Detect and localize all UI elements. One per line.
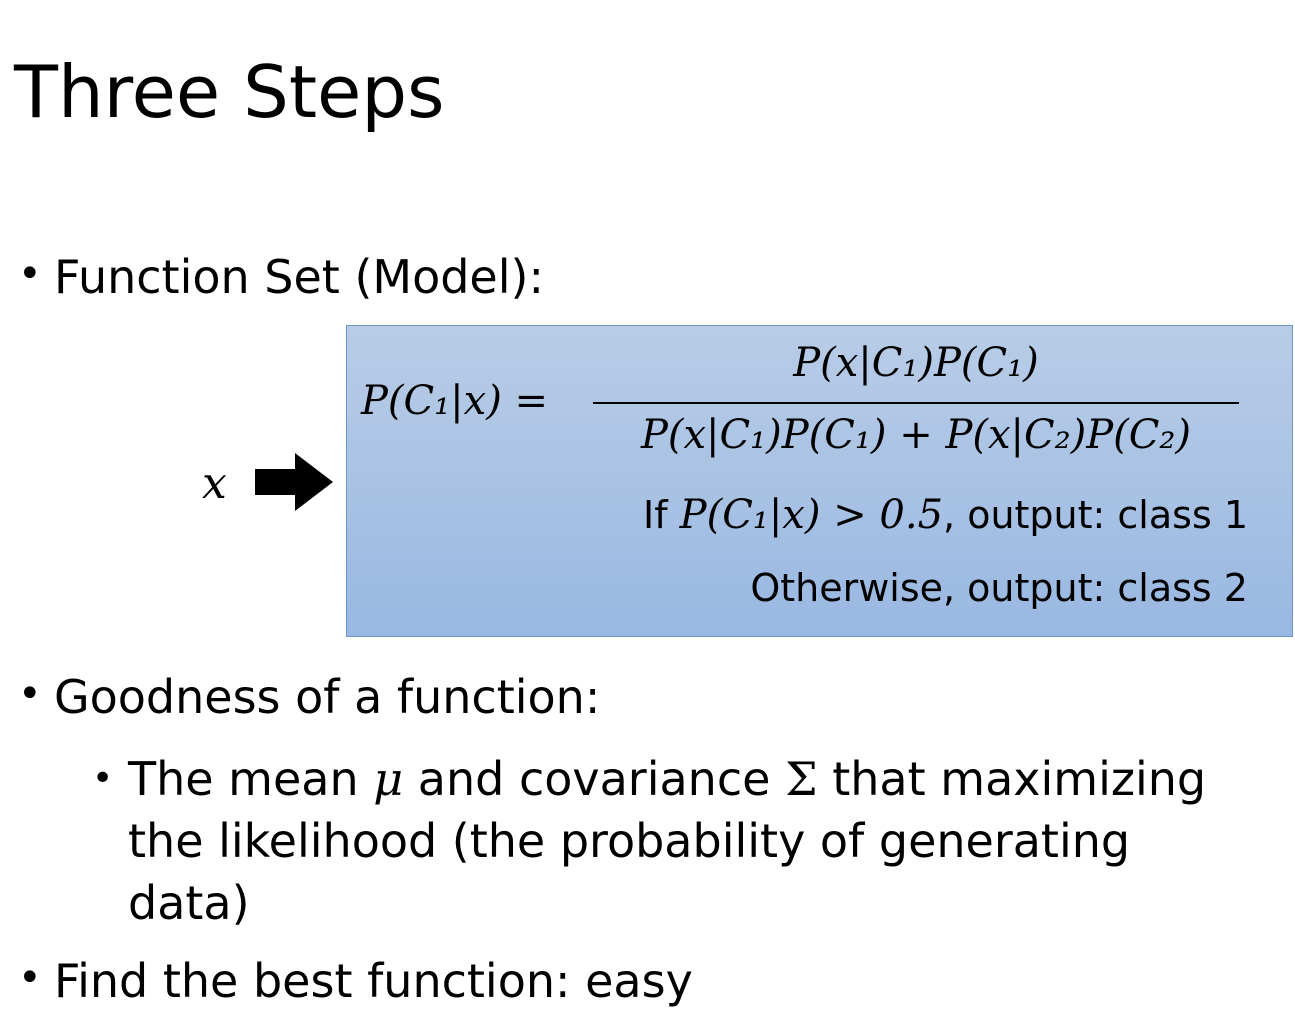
bullet-marker: • bbox=[18, 251, 42, 297]
decision-rule-class1: If P(C₁|x) > 0.5, output: class 1 bbox=[643, 492, 1248, 538]
bullet-goodness-label: Goodness of a function: bbox=[54, 670, 601, 724]
decision-rule-class2: Otherwise, output: class 2 bbox=[750, 566, 1248, 610]
fraction-bar bbox=[593, 402, 1239, 404]
sub-text-part2: and covariance bbox=[403, 752, 786, 806]
sub-text-part1: The mean bbox=[128, 752, 374, 806]
sub-bullet-marker: • bbox=[92, 758, 114, 799]
rule1-prefix: If bbox=[643, 493, 680, 537]
slide-title: Three Steps bbox=[14, 50, 445, 134]
bullet-function-set-label: Function Set (Model): bbox=[54, 250, 544, 304]
posterior-lhs: P(C₁|x) = bbox=[361, 378, 549, 424]
sigma-symbol: Σ bbox=[785, 752, 818, 806]
bullet-marker: • bbox=[18, 955, 42, 1001]
input-variable-x: x bbox=[202, 458, 227, 509]
mu-symbol: μ bbox=[373, 752, 404, 806]
bullet-marker: • bbox=[18, 671, 42, 717]
model-formula-box: P(C₁|x) = P(x|C₁)P(C₁) P(x|C₁)P(C₁) + P(… bbox=[346, 325, 1293, 637]
right-arrow-icon bbox=[255, 453, 333, 511]
fraction-numerator: P(x|C₁)P(C₁) bbox=[793, 340, 1039, 386]
bullet-find-best-label: Find the best function: easy bbox=[54, 954, 693, 1008]
fraction-denominator: P(x|C₁)P(C₁) + P(x|C₂)P(C₂) bbox=[640, 412, 1192, 458]
rule1-suffix: , output: class 1 bbox=[943, 493, 1248, 537]
rule1-expression: P(C₁|x) > 0.5 bbox=[679, 492, 944, 538]
sub-bullet-text: The mean μ and covariance Σ that maximiz… bbox=[128, 748, 1248, 934]
sub-text-part3: that maximizing the likelihood (the prob… bbox=[128, 752, 1207, 930]
